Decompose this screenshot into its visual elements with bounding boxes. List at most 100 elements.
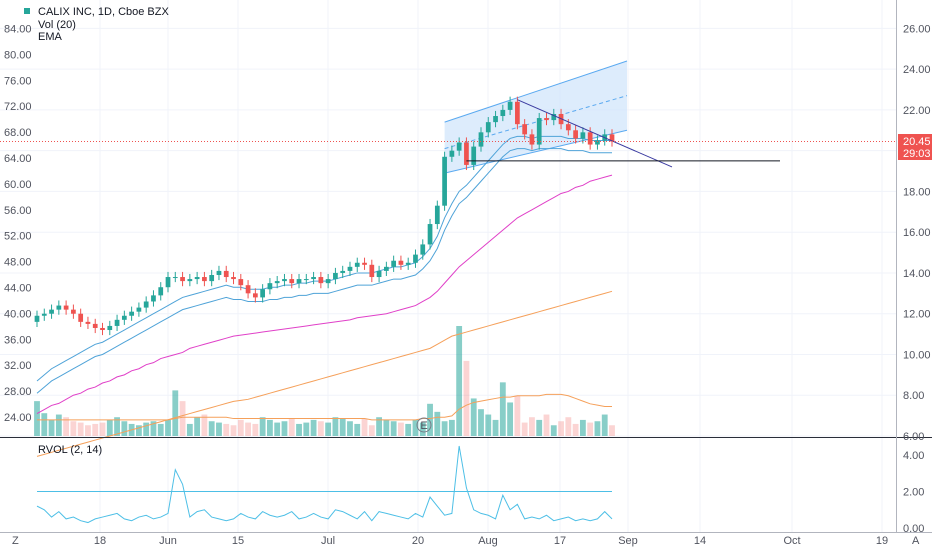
regression-channel-fill [444,60,627,174]
time-axis-tick: 15 [232,535,244,547]
legend-ema[interactable]: EMA [38,31,63,43]
left-axis-tick: 36.00 [4,334,32,346]
candle-body [507,101,513,110]
candle-body [354,262,360,267]
right-axis-tick: 8.00 [903,390,924,402]
regression-channel-top-line [444,60,628,123]
volume-bar [114,417,120,436]
left-axis-labels: 24.00 28.00 32.00 36.00 40.00 44.00 48.00 52.00… [4,24,32,425]
volume-bar [77,422,84,436]
time-axis-labels[interactable]: 18 Jun 15 Jul 20 Aug 17 Sep 14 Oct 19 [94,535,888,547]
volume-bar [85,425,91,436]
left-axis-tick: 32.00 [4,360,32,372]
candle-body [282,279,287,282]
time-axis-tick: 18 [94,535,106,547]
volume-bar [398,422,404,436]
legend-volume[interactable]: Vol (20) [38,19,76,31]
candle-body [296,279,302,284]
volume-bar [230,425,237,436]
volume-bar [252,423,259,436]
candle-body [71,309,76,314]
candle-body [202,277,207,282]
bottom-left-button[interactable]: Z [12,535,19,547]
volume-bar [376,417,382,436]
candle-body [41,313,47,316]
volume-bar [288,418,295,436]
candle-body [325,279,331,284]
rvol-axis-labels: 0.00 2.00 4.00 [903,450,924,535]
earnings-marker-icon[interactable] [416,417,432,433]
candle-body [529,134,535,145]
volume-bar [405,423,412,436]
left-axis-tick: 64.00 [4,153,32,165]
volume-bar [609,425,615,436]
candlesticks [34,96,615,336]
legend: CALIX INC, 1D, Cboe BZX Vol (20) EMA RVO… [24,6,169,456]
legend-symbol[interactable]: CALIX INC, 1D, Cboe BZX [38,6,169,18]
candle-body [151,295,156,302]
right-axis-labels[interactable]: 6.008.0010.0012.0014.0016.0018.0020.0022… [903,23,931,443]
volume-bar [521,422,528,436]
volume-bar [448,419,455,436]
candle-body [362,262,367,265]
candle-body [478,132,484,147]
volume-bar [106,419,113,436]
volume-bar [507,402,514,436]
volume-bar [41,413,48,436]
candle-body [485,122,491,133]
volume-bar [325,422,332,436]
candle-body [63,305,69,310]
right-axis-tick: 6.00 [903,431,924,443]
volume-bar [194,417,201,436]
volume-bars [34,326,615,436]
left-axis-tick: 80.00 [4,49,32,61]
left-axis-tick: 68.00 [4,127,32,139]
regression-channel-bottom-line [444,129,628,174]
candle-body [515,101,520,125]
auto-scale-button[interactable]: A [912,535,920,547]
volume-bar [332,417,339,436]
time-axis-tick: 20 [412,535,424,547]
candle-body [369,264,375,278]
volume-bar [550,425,557,436]
volume-bar [536,419,543,436]
candle-body [274,281,280,284]
candle-body [121,315,127,320]
volume-bar [186,423,193,436]
volume-bar [216,422,222,436]
volume-bar [361,418,368,436]
volume-bar [594,421,601,436]
volume-bar [478,409,484,436]
candle-body [303,279,309,281]
time-axis-tick: 19 [876,535,888,547]
volume-bar [499,382,506,436]
volume-bar [208,421,215,436]
candle-body [245,285,251,294]
volume-bar [281,421,288,436]
volume-bar [63,417,70,436]
candle-body [391,260,397,267]
candle-body [500,109,506,117]
left-axis-tick: 84.00 [4,24,32,36]
candle-body [78,313,84,322]
left-axis-tick: 24.00 [4,412,32,424]
price-badge-bg [898,134,932,160]
volume-bar [558,421,564,436]
volume-bar [135,425,142,436]
candle-body [573,130,578,139]
candle-body [536,118,542,145]
time-axis-tick: Aug [478,535,498,547]
ema-slow-line [36,290,613,457]
price-badge: 20.45 29:03 [898,134,932,160]
candle-body [405,262,411,265]
candle-body [158,287,164,296]
descending-trendline[interactable] [517,99,673,168]
volume-bar [579,419,586,436]
left-axis-tick: 72.00 [4,101,32,113]
volume-bar [121,421,128,436]
volume-bar [157,423,164,436]
volume-bar [259,417,266,436]
rvol-title[interactable]: RVOL (2, 14) [38,444,102,456]
volume-bar [601,414,608,436]
